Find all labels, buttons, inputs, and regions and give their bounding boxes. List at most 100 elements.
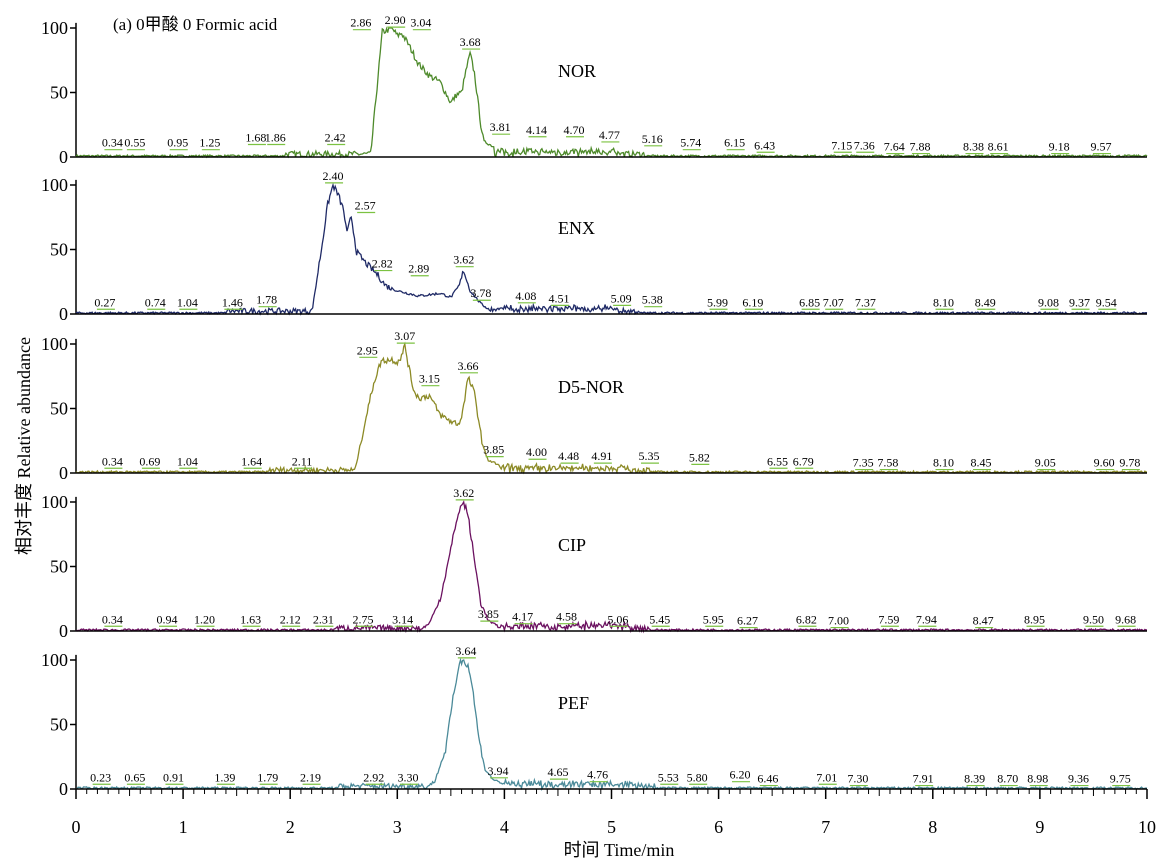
peak-label: 8.49 — [975, 295, 996, 309]
compound-name: CIP — [558, 535, 586, 555]
peak-label: 4.48 — [558, 449, 579, 463]
peak-label: 9.78 — [1119, 456, 1140, 470]
peak-label: 8.47 — [973, 614, 994, 628]
peak-label: 0.94 — [157, 612, 178, 626]
peak-label: 5.16 — [642, 132, 663, 146]
x-tick-label: 6 — [714, 817, 723, 837]
peak-label: 0.34 — [102, 612, 123, 626]
x-tick-label: 9 — [1035, 817, 1044, 837]
panel-cip: 0 50 100 0.34 0.94 1.20 1.63 2.12 2.31 2.75 3.14 3.… — [41, 486, 1147, 641]
peak-label: 2.40 — [323, 169, 344, 183]
y-tick-label: 50 — [50, 240, 68, 260]
x-tick-label: 1 — [179, 817, 188, 837]
y-tick-label: 100 — [41, 492, 68, 512]
peak-label: 4.51 — [549, 291, 570, 305]
peak-label: 3.81 — [490, 120, 511, 134]
peak-label: 4.65 — [547, 765, 568, 779]
trace-line-d5-nor — [75, 341, 1148, 475]
peak-label: 5.38 — [642, 293, 663, 307]
y-tick-label: 0 — [59, 463, 68, 483]
compound-name: PEF — [558, 693, 589, 713]
x-tick-label: 7 — [821, 817, 830, 837]
peak-label: 1.46 — [222, 295, 243, 309]
peak-label: 3.14 — [392, 612, 413, 626]
peak-label: 7.01 — [816, 770, 837, 784]
peak-label: 0.91 — [163, 770, 184, 784]
peak-label: 0.55 — [124, 136, 145, 150]
peak-label: 8.10 — [933, 295, 954, 309]
peak-label: 7.64 — [884, 140, 905, 154]
y-tick-label: 50 — [50, 83, 68, 103]
peak-label: 7.00 — [828, 614, 849, 628]
peak-label: 5.45 — [649, 612, 670, 626]
peak-label: 1.20 — [194, 612, 215, 626]
peak-label: 9.57 — [1090, 140, 1111, 154]
trace-line-enx — [75, 182, 1148, 316]
peak-label: 9.18 — [1049, 140, 1070, 154]
y-tick-label: 0 — [59, 779, 68, 799]
peak-label: 7.58 — [877, 456, 898, 470]
peak-label: 3.68 — [460, 35, 481, 49]
peak-label: 9.08 — [1038, 295, 1059, 309]
peak-label: 9.50 — [1083, 612, 1104, 626]
peak-label: 0.95 — [167, 136, 188, 150]
peak-label: 4.08 — [515, 289, 536, 303]
peak-label: 6.79 — [793, 454, 814, 468]
y-tick-label: 0 — [59, 304, 68, 324]
peak-label: 0.27 — [94, 295, 115, 309]
peak-label: 1.79 — [257, 770, 278, 784]
peak-label: 6.27 — [737, 614, 758, 628]
peak-label: 2.92 — [363, 770, 384, 784]
trace-line-pef — [75, 657, 1148, 792]
peak-label: 6.82 — [796, 612, 817, 626]
peak-label: 7.07 — [823, 295, 844, 309]
peak-label: 9.68 — [1115, 612, 1136, 626]
peak-label: 1.78 — [256, 293, 277, 307]
peak-label: 1.86 — [265, 131, 286, 145]
peak-label: 3.07 — [394, 329, 415, 343]
y-tick-label: 50 — [50, 557, 68, 577]
compound-name: D5-NOR — [558, 377, 624, 397]
peak-label: 3.30 — [398, 770, 419, 784]
peak-label: 6.20 — [730, 768, 751, 782]
compound-name: NOR — [558, 61, 596, 81]
peak-label: 3.85 — [478, 607, 499, 621]
x-tick-label: 2 — [286, 817, 295, 837]
peak-label: 5.53 — [658, 770, 679, 784]
y-tick-label: 0 — [59, 147, 68, 167]
peak-label: 8.38 — [963, 140, 984, 154]
peak-label: 7.88 — [909, 140, 930, 154]
peak-label: 8.98 — [1027, 772, 1048, 786]
peak-label: 3.85 — [483, 443, 504, 457]
peak-label: 6.46 — [757, 772, 778, 786]
trace-line-nor — [75, 26, 1148, 159]
peak-label: 2.82 — [372, 257, 393, 271]
panel-pef: 0 50 100 0.23 0.65 0.91 1.39 1.79 2.19 2.92 3.30 3.… — [41, 644, 1148, 799]
peak-label: 9.54 — [1096, 295, 1117, 309]
peak-label: 2.89 — [408, 262, 429, 276]
y-tick-label: 50 — [50, 715, 68, 735]
peak-label: 4.58 — [556, 610, 577, 624]
peak-label: 3.64 — [455, 644, 476, 658]
peak-label: 6.19 — [742, 295, 763, 309]
peak-label: 1.04 — [177, 295, 198, 309]
y-tick-label: 50 — [50, 399, 68, 419]
peak-label: 6.43 — [754, 138, 775, 152]
peak-label: 0.23 — [90, 770, 111, 784]
peak-label: 3.04 — [410, 16, 431, 30]
y-axis-label: 相对丰度 Relative abundance — [14, 337, 34, 555]
peak-label: 1.63 — [240, 612, 261, 626]
x-tick-label: 5 — [607, 817, 616, 837]
peak-label: 0.34 — [102, 454, 123, 468]
peak-label: 6.55 — [767, 454, 788, 468]
peak-label: 8.70 — [997, 772, 1018, 786]
peak-label: 1.64 — [241, 454, 262, 468]
peak-label: 8.10 — [933, 456, 954, 470]
peak-label: 5.80 — [687, 770, 708, 784]
peak-label: 9.36 — [1068, 772, 1089, 786]
y-tick-label: 100 — [41, 18, 68, 38]
peak-label: 3.15 — [419, 372, 440, 386]
peak-label: 1.39 — [214, 770, 235, 784]
peak-label: 2.19 — [300, 770, 321, 784]
